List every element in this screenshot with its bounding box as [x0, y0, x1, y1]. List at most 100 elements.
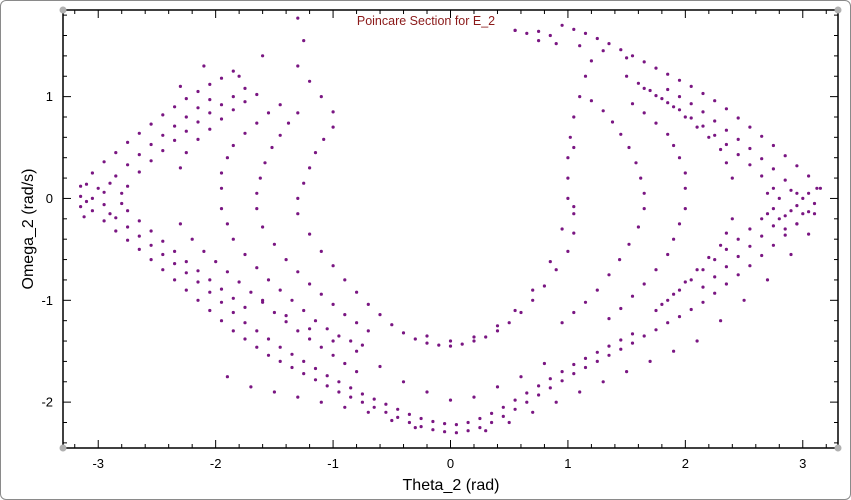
data-point	[255, 345, 259, 349]
data-point	[595, 288, 599, 292]
data-point	[290, 365, 294, 370]
data-point	[537, 29, 541, 33]
data-point	[618, 258, 622, 262]
data-point	[401, 380, 406, 384]
frame-corner-handle[interactable]	[59, 6, 67, 14]
data-point	[114, 174, 118, 178]
x-tick-label: -3	[92, 456, 104, 471]
frame-corner-handle[interactable]	[59, 444, 67, 452]
data-point	[724, 265, 729, 269]
data-point	[384, 410, 388, 414]
data-point	[736, 237, 740, 241]
data-point	[448, 339, 453, 343]
data-point	[490, 420, 494, 425]
data-point	[378, 364, 382, 369]
data-point	[484, 335, 488, 339]
data-point	[331, 110, 335, 114]
data-point	[771, 207, 776, 211]
data-point	[619, 338, 623, 342]
data-point	[812, 212, 817, 216]
data-point	[630, 294, 635, 298]
data-point	[566, 249, 570, 253]
data-point	[114, 229, 118, 233]
data-point	[272, 310, 276, 315]
data-point	[748, 264, 752, 268]
data-point	[286, 121, 291, 125]
y-tick-label: 0	[46, 191, 53, 206]
data-point	[308, 79, 312, 83]
data-point	[208, 111, 212, 115]
data-point	[161, 252, 165, 257]
frame-corner-handle[interactable]	[834, 6, 842, 14]
data-point	[255, 329, 259, 333]
data-point	[331, 353, 335, 357]
data-point	[560, 370, 564, 374]
data-point	[196, 137, 200, 141]
scatter-points	[79, 16, 823, 435]
data-point	[237, 280, 241, 284]
data-point	[261, 225, 265, 229]
data-point	[701, 124, 705, 128]
data-point	[648, 359, 652, 363]
data-point	[425, 390, 429, 394]
data-point	[396, 407, 400, 411]
x-axis-title: Theta_2 (rad)	[403, 477, 500, 494]
data-point	[748, 163, 752, 167]
data-point	[771, 243, 776, 247]
data-point	[472, 339, 476, 343]
data-point	[120, 201, 124, 206]
data-point	[366, 410, 370, 414]
data-point	[572, 212, 576, 216]
data-point	[713, 119, 717, 123]
data-point	[255, 121, 259, 125]
data-point	[360, 392, 364, 396]
data-point	[284, 320, 288, 324]
data-point	[102, 160, 106, 164]
data-point	[460, 342, 464, 346]
data-point	[290, 298, 294, 302]
data-point	[713, 258, 717, 262]
data-point	[231, 329, 235, 333]
data-point	[196, 120, 200, 124]
data-point	[525, 31, 529, 35]
data-point	[472, 395, 476, 399]
data-point	[196, 280, 200, 284]
data-point	[82, 215, 86, 219]
data-point	[572, 205, 576, 209]
data-point	[642, 86, 646, 90]
data-point	[313, 366, 318, 371]
data-point	[278, 133, 282, 137]
frame-corner-handle[interactable]	[834, 444, 842, 452]
data-point	[137, 131, 141, 135]
data-point	[807, 210, 811, 214]
data-point	[677, 315, 682, 319]
data-point	[724, 282, 729, 286]
data-point	[583, 356, 588, 360]
data-point	[243, 131, 247, 135]
data-point	[677, 156, 682, 160]
data-point	[173, 105, 177, 109]
x-tick-label: 0	[447, 456, 454, 471]
y-tick-label: 1	[46, 89, 53, 104]
data-point	[149, 142, 153, 147]
data-point	[196, 269, 200, 273]
data-point	[90, 209, 94, 213]
data-point	[783, 233, 787, 237]
data-point	[184, 288, 188, 292]
data-point	[343, 405, 347, 409]
data-point	[466, 429, 470, 433]
data-point	[689, 307, 693, 312]
data-point	[478, 426, 482, 430]
tick-labels: -3 -2 -1 0 1 2 3 -2 -1 0 1	[41, 89, 806, 471]
data-point	[413, 426, 417, 430]
data-point	[777, 217, 781, 221]
data-point	[302, 39, 306, 43]
data-point	[607, 273, 611, 277]
data-point	[308, 282, 312, 286]
data-point	[355, 349, 359, 353]
data-point	[630, 332, 635, 336]
data-point	[331, 264, 335, 268]
data-point	[313, 151, 318, 155]
data-point	[601, 49, 605, 53]
data-point	[568, 135, 572, 139]
